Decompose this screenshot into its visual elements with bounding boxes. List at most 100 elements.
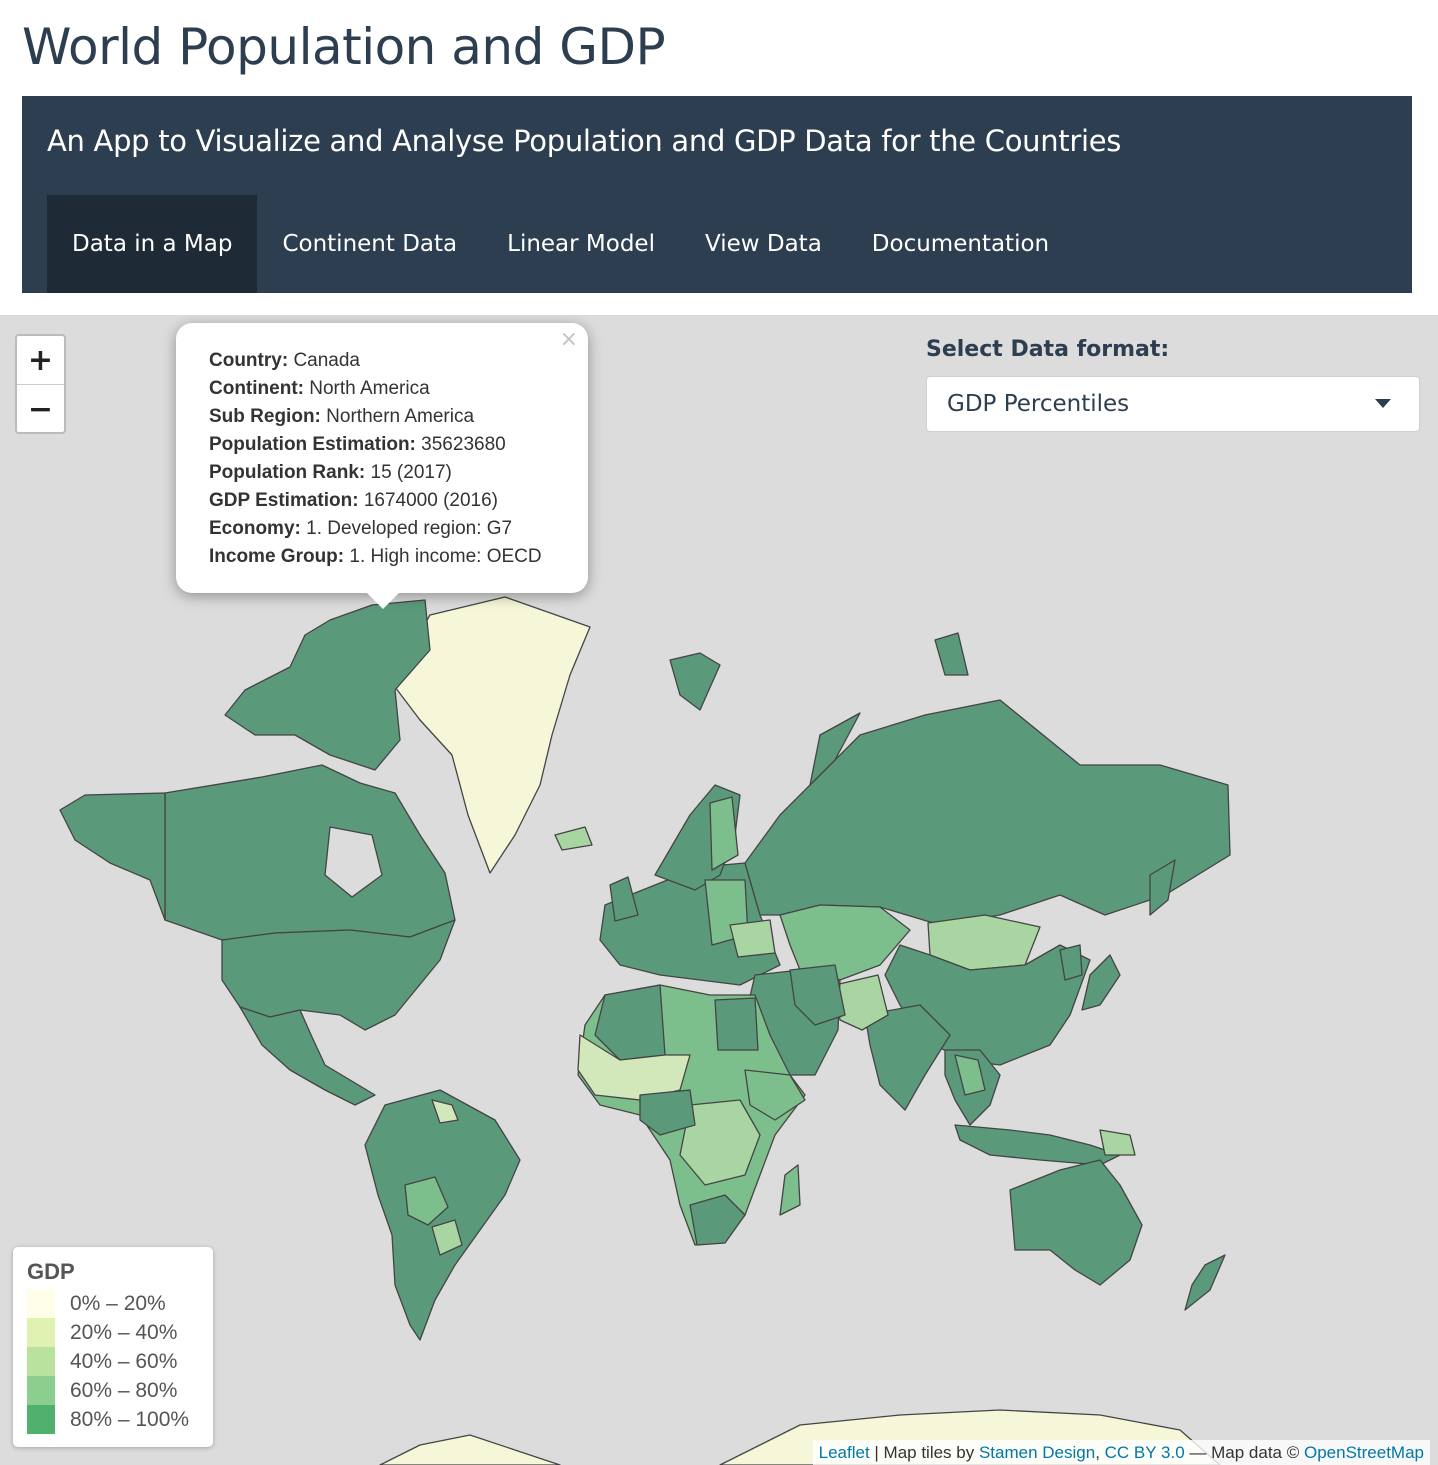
region-guyana[interactable] — [431, 1099, 459, 1124]
region-japan[interactable] — [1081, 954, 1121, 1011]
app-subtitle: An App to Visualize and Analyse Populati… — [47, 124, 1122, 158]
map-canvas[interactable] — [0, 315, 1438, 1465]
legend-label: 80% – 100% — [70, 1407, 190, 1431]
region-paraguay[interactable] — [431, 1219, 463, 1256]
tab-continent-data[interactable]: Continent Data — [282, 231, 458, 257]
region-bolivia[interactable] — [404, 1176, 449, 1226]
popup-value: Canada — [293, 350, 360, 371]
region-arctic-islands[interactable] — [224, 599, 431, 771]
region-new-zealand[interactable] — [1184, 1254, 1226, 1311]
tab-view-data[interactable]: View Data — [704, 231, 822, 257]
popup-row: Economy: 1. Developed region: G7 — [209, 515, 568, 543]
region-alaska[interactable] — [59, 792, 166, 921]
popup-key: Sub Region: — [209, 406, 321, 427]
region-madagascar[interactable] — [779, 1164, 801, 1216]
select-data-format-label: Select Data format: — [926, 337, 1170, 362]
region-mexico[interactable] — [239, 1006, 376, 1106]
tab-linear-model[interactable]: Linear Model — [507, 231, 655, 257]
region-antarctica[interactable] — [379, 1434, 561, 1465]
popup-value: Northern America — [326, 406, 475, 427]
world-map[interactable]: + − × Country: Canada Continent: North A… — [0, 315, 1438, 1465]
popup-row: Population Rank: 15 (2017) — [209, 459, 568, 487]
attribution-text: , — [1095, 1443, 1105, 1462]
region-east-africa[interactable] — [679, 1099, 761, 1186]
region-south-america[interactable] — [364, 1089, 521, 1341]
popup-value: 15 (2017) — [370, 462, 452, 483]
region-papua[interactable] — [1099, 1129, 1136, 1156]
region-indonesia[interactable] — [954, 1124, 1121, 1166]
legend-item: 60% – 80% — [27, 1376, 199, 1405]
region-iceland[interactable] — [554, 826, 593, 851]
leaflet-link[interactable]: Leaflet — [818, 1443, 870, 1462]
map-attribution: Leaflet | Map tiles by Stamen Design, CC… — [812, 1440, 1430, 1465]
region-mainland-sea[interactable] — [954, 1054, 986, 1096]
tab-documentation[interactable]: Documentation — [871, 231, 1050, 257]
tab-bar: Data in a Map Continent Data Linear Mode… — [47, 195, 1074, 293]
legend-swatch — [27, 1318, 55, 1347]
region-svalbard[interactable] — [669, 652, 721, 711]
popup-key: Country: — [209, 350, 289, 371]
popup-key: Population Estimation: — [209, 434, 416, 455]
legend-label: 20% – 40% — [70, 1320, 178, 1344]
popup-row: Sub Region: Northern America — [209, 403, 568, 431]
region-india[interactable] — [864, 1004, 951, 1111]
popup-key: Population Rank: — [209, 462, 366, 483]
navbar: An App to Visualize and Analyse Populati… — [22, 96, 1412, 293]
popup-tip — [366, 592, 400, 609]
stamen-link[interactable]: Stamen Design — [978, 1443, 1096, 1462]
region-uk[interactable] — [609, 876, 639, 922]
cc-link[interactable]: CC BY 3.0 — [1104, 1443, 1185, 1462]
osm-link[interactable]: OpenStreetMap — [1303, 1443, 1424, 1462]
popup-value: 1. High income: OECD — [349, 546, 542, 567]
region-central-asia[interactable] — [779, 904, 911, 981]
popup-value: 1. Developed region: G7 — [306, 518, 513, 539]
legend-label: 0% – 20% — [70, 1291, 166, 1315]
popup-value: 35623680 — [421, 434, 506, 455]
zoom-control: + − — [15, 334, 66, 434]
attribution-text: | Map tiles by — [869, 1443, 979, 1462]
region-greenland[interactable] — [394, 596, 591, 874]
zoom-in-button[interactable]: + — [17, 336, 64, 385]
data-format-select[interactable]: GDP Percentiles — [926, 376, 1420, 432]
region-sahel[interactable] — [577, 1034, 691, 1101]
region-central-africa[interactable] — [639, 1089, 696, 1136]
popup-row: Income Group: 1. High income: OECD — [209, 543, 568, 571]
legend-label: 40% – 60% — [70, 1349, 178, 1373]
tab-data-in-a-map[interactable]: Data in a Map — [47, 195, 258, 293]
popup-key: Economy: — [209, 518, 301, 539]
region-egypt[interactable] — [714, 997, 759, 1051]
legend-item: 0% – 20% — [27, 1289, 199, 1318]
legend-item: 80% – 100% — [27, 1405, 199, 1434]
region-finland[interactable] — [709, 796, 739, 871]
caret-down-icon — [1375, 399, 1391, 408]
region-novaya-zemlya[interactable] — [809, 712, 861, 786]
popup-row: Country: Canada — [209, 347, 568, 375]
region-kamchatka[interactable] — [1149, 859, 1176, 916]
region-ukraine[interactable] — [729, 919, 776, 958]
legend-swatch — [27, 1347, 55, 1376]
region-ethiopia[interactable] — [744, 1069, 806, 1121]
popup-row: GDP Estimation: 1674000 (2016) — [209, 487, 568, 515]
region-southern-africa[interactable] — [689, 1194, 746, 1246]
popup-value: North America — [309, 378, 430, 399]
page-title: World Population and GDP — [22, 18, 666, 76]
map-legend: GDP 0% – 20% 20% – 40% 40% – 60% 60% – 8… — [13, 1247, 213, 1447]
attribution-text: — Map data © — [1184, 1443, 1304, 1462]
region-iran[interactable] — [789, 964, 846, 1026]
select-value: GDP Percentiles — [947, 391, 1130, 417]
popup-row: Population Estimation: 35623680 — [209, 431, 568, 459]
popup-value: 1674000 (2016) — [363, 490, 499, 511]
legend-item: 40% – 60% — [27, 1347, 199, 1376]
region-australia[interactable] — [1009, 1159, 1143, 1286]
legend-label: 60% – 80% — [70, 1378, 178, 1402]
zoom-out-button[interactable]: − — [27, 391, 54, 427]
close-icon[interactable]: × — [559, 327, 578, 352]
region-canada[interactable] — [164, 764, 456, 941]
legend-swatch — [27, 1405, 55, 1434]
legend-swatch — [27, 1289, 55, 1318]
popup-key: Continent: — [209, 378, 304, 399]
popup-row: Continent: North America — [209, 375, 568, 403]
region-korea[interactable] — [1059, 944, 1083, 981]
legend-item: 20% – 40% — [27, 1318, 199, 1347]
region-franz-josef[interactable] — [934, 632, 969, 676]
